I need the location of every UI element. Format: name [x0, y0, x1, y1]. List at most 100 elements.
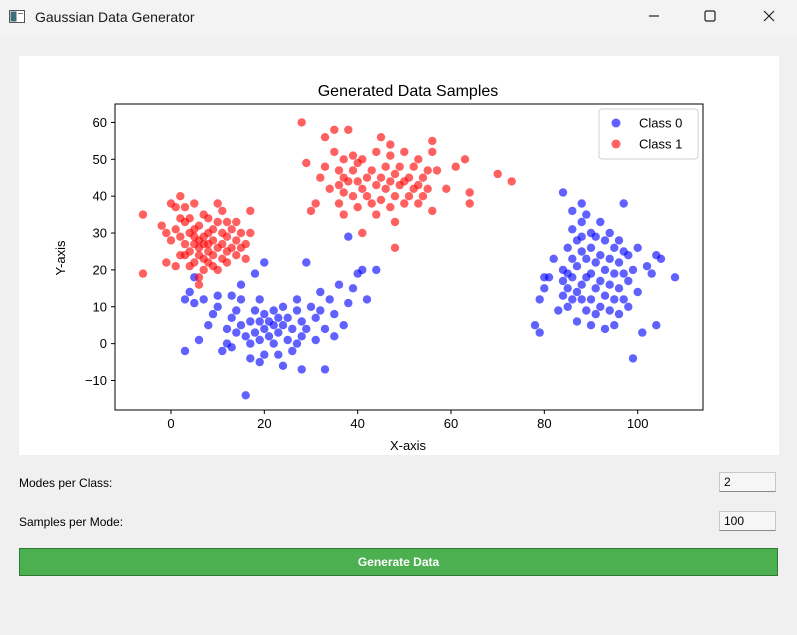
- data-point-class-0: [316, 306, 325, 315]
- y-tick-label: 20: [93, 262, 107, 277]
- data-point-class-0: [348, 284, 358, 293]
- data-point-class-1: [339, 155, 348, 164]
- data-point-class-1: [376, 195, 386, 205]
- data-point-class-1: [400, 199, 409, 208]
- data-point-class-1: [376, 133, 386, 142]
- data-point-class-0: [544, 273, 554, 282]
- data-point-class-1: [348, 166, 358, 175]
- data-point-class-1: [381, 184, 390, 193]
- window-title: Gaussian Data Generator: [35, 9, 195, 25]
- y-tick-label: 10: [93, 299, 107, 314]
- data-point-class-0: [591, 258, 600, 267]
- maximize-icon: [704, 9, 716, 27]
- data-point-class-1: [180, 203, 190, 212]
- data-point-class-1: [171, 262, 180, 271]
- data-point-class-1: [316, 173, 325, 182]
- data-point-class-1: [395, 162, 404, 171]
- data-point-class-0: [568, 206, 577, 216]
- data-point-class-0: [586, 321, 596, 330]
- legend-label: Class 1: [639, 137, 682, 152]
- data-point-class-0: [572, 287, 582, 297]
- data-point-class-1: [227, 243, 236, 252]
- data-point-class-1: [176, 214, 185, 223]
- data-point-class-0: [577, 217, 586, 227]
- data-point-class-0: [264, 332, 274, 341]
- data-point-class-0: [554, 306, 563, 315]
- data-point-class-1: [372, 147, 381, 157]
- generate-data-button[interactable]: Generate Data: [19, 548, 778, 576]
- data-point-class-1: [339, 188, 348, 197]
- data-point-class-1: [386, 203, 395, 212]
- data-point-class-1: [390, 217, 400, 227]
- data-point-class-0: [530, 321, 540, 330]
- data-point-class-1: [213, 217, 222, 227]
- data-point-class-0: [572, 317, 582, 326]
- data-point-class-0: [610, 269, 619, 278]
- legend-marker: [611, 118, 621, 128]
- close-button[interactable]: [746, 0, 792, 36]
- data-point-class-1: [162, 258, 171, 267]
- data-point-class-1: [390, 192, 400, 201]
- data-point-class-0: [656, 254, 666, 263]
- minimize-icon: [648, 9, 660, 27]
- data-point-class-0: [185, 287, 194, 297]
- data-point-class-0: [241, 391, 250, 400]
- data-point-class-0: [642, 262, 652, 271]
- data-point-class-0: [610, 321, 619, 330]
- data-point-class-1: [157, 221, 166, 230]
- data-point-class-0: [302, 258, 311, 267]
- data-point-class-0: [292, 339, 302, 348]
- data-point-class-1: [138, 269, 148, 278]
- data-point-class-1: [222, 258, 232, 267]
- data-point-class-0: [372, 265, 381, 275]
- data-point-class-0: [582, 306, 591, 315]
- data-point-class-0: [283, 313, 292, 322]
- maximize-button[interactable]: [687, 0, 733, 36]
- data-point-class-1: [418, 192, 428, 201]
- data-point-class-0: [591, 284, 600, 293]
- data-point-class-1: [194, 273, 204, 282]
- data-point-class-0: [563, 284, 572, 293]
- data-point-class-0: [260, 309, 269, 319]
- data-point-class-0: [260, 258, 269, 267]
- data-point-class-0: [633, 287, 642, 297]
- data-point-class-1: [232, 217, 241, 227]
- data-point-class-0: [297, 317, 306, 326]
- data-point-class-1: [409, 162, 418, 171]
- data-point-class-1: [423, 166, 432, 175]
- data-point-class-1: [428, 206, 437, 216]
- data-point-class-1: [246, 206, 255, 216]
- data-point-class-1: [348, 151, 358, 160]
- minimize-button[interactable]: [631, 0, 677, 36]
- data-point-class-0: [278, 302, 288, 311]
- data-point-class-0: [236, 280, 246, 289]
- data-point-class-1: [320, 162, 330, 171]
- data-point-class-1: [232, 236, 241, 245]
- app-window-icon: [9, 10, 25, 23]
- data-point-class-0: [288, 346, 297, 356]
- data-point-class-0: [236, 295, 246, 304]
- plot-frame: [114, 103, 704, 411]
- x-axis-label: X-axis: [390, 438, 427, 453]
- data-point-class-0: [624, 302, 633, 311]
- data-point-class-1: [194, 280, 204, 289]
- legend-marker: [611, 139, 621, 149]
- data-point-class-1: [176, 232, 185, 241]
- data-point-class-1: [414, 199, 423, 208]
- data-point-class-0: [605, 306, 614, 315]
- data-point-class-0: [302, 324, 311, 334]
- data-point-class-1: [213, 199, 222, 208]
- samples-per-mode-input[interactable]: [719, 511, 776, 531]
- data-point-class-0: [563, 302, 572, 311]
- data-point-class-0: [596, 251, 605, 260]
- data-point-class-0: [227, 343, 236, 352]
- data-point-class-1: [348, 192, 358, 201]
- data-point-class-0: [250, 306, 260, 315]
- data-point-class-0: [255, 357, 264, 367]
- modes-per-class-input[interactable]: [719, 472, 776, 492]
- x-tick-label: 60: [444, 416, 458, 431]
- modes-per-class-label: Modes per Class:: [19, 476, 113, 490]
- data-point-class-1: [171, 225, 180, 234]
- data-point-class-0: [278, 321, 288, 330]
- data-point-class-0: [591, 232, 600, 241]
